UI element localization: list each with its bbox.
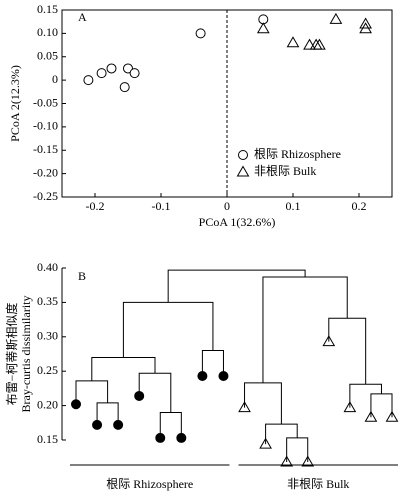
marker-triangle <box>236 165 250 177</box>
y-tick-label: 0.05 <box>37 49 58 63</box>
group-label: 根际 Rhizosphere <box>106 477 193 491</box>
y-tick-label: 0 <box>52 72 58 86</box>
marker-triangle <box>364 410 378 422</box>
y-tick-label: -0.05 <box>33 95 58 109</box>
y-tick-label: 0.10 <box>37 25 58 39</box>
group-label: 非根际 Bulk <box>287 477 349 491</box>
branch <box>167 269 306 303</box>
marker-circle <box>119 82 130 93</box>
branch <box>91 356 156 381</box>
panel-label: A <box>78 10 87 24</box>
y-tick-label: 0.25 <box>37 363 58 377</box>
marker-triangle <box>385 410 399 422</box>
x-tick-label: 0.1 <box>286 199 301 213</box>
branch <box>328 317 367 385</box>
marker-circle <box>106 63 117 74</box>
marker-triangle <box>259 437 272 449</box>
y-axis-label: PCoA 2(12.3%) <box>8 65 22 142</box>
branch <box>286 437 309 463</box>
x-axis-label: PCoA 1(32.6%) <box>199 215 276 229</box>
branch <box>122 301 214 358</box>
marker-triangle <box>301 455 315 467</box>
marker-circle <box>134 390 145 401</box>
plot-frame <box>61 9 393 198</box>
y-tick-label: 0.20 <box>37 397 58 411</box>
marker-circle <box>218 371 229 382</box>
marker-triangle <box>303 38 316 50</box>
x-tick-label: -0.1 <box>152 199 171 213</box>
marker-circle <box>238 150 248 160</box>
branch <box>262 276 348 383</box>
marker-circle <box>195 28 206 39</box>
x-tick-label: -0.2 <box>86 199 105 213</box>
y-tick-label: -0.10 <box>33 119 58 133</box>
y-tick-label: 0.35 <box>37 294 58 308</box>
legend-label: 根际 Rhizosphere <box>254 147 341 161</box>
marker-circle <box>71 399 81 410</box>
marker-triangle <box>313 38 326 50</box>
branch <box>75 380 109 405</box>
marker-triangle <box>329 12 343 24</box>
legend-label: 非根际 Bulk <box>254 164 316 178</box>
y-axis-label: 布雷−柯蒂斯相似度 <box>4 303 19 406</box>
y-axis-label: Bray-curtis dissimilarity <box>19 296 33 413</box>
branch <box>349 383 382 408</box>
branch <box>138 372 172 413</box>
y-tick-label: -0.20 <box>33 165 58 179</box>
marker-circle <box>96 68 107 79</box>
y-tick-label: 0.40 <box>37 260 58 274</box>
branch <box>244 382 282 425</box>
marker-triangle <box>238 401 251 413</box>
marker-circle <box>197 371 208 382</box>
y-tick-label: 0.30 <box>37 329 58 343</box>
marker-triangle <box>359 17 372 29</box>
y-tick-label: 0.15 <box>37 432 58 446</box>
x-tick-label: 0.2 <box>352 199 367 213</box>
marker-triangle <box>286 36 300 48</box>
marker-circle <box>92 419 103 430</box>
x-tick-label: 0 <box>224 199 230 213</box>
branch <box>370 393 393 418</box>
marker-circle <box>155 432 166 443</box>
marker-triangle <box>280 455 294 467</box>
y-tick-label: 0.15 <box>37 2 58 16</box>
marker-triangle <box>322 335 336 347</box>
marker-triangle <box>256 22 270 34</box>
panel-label: B <box>78 269 86 283</box>
marker-circle <box>129 68 140 79</box>
marker-circle <box>176 432 187 443</box>
marker-triangle <box>343 401 357 413</box>
y-tick-label: -0.25 <box>33 189 58 203</box>
y-tick-label: -0.15 <box>33 142 58 156</box>
marker-circle <box>113 419 124 430</box>
branch <box>265 423 298 445</box>
marker-circle <box>83 75 94 86</box>
